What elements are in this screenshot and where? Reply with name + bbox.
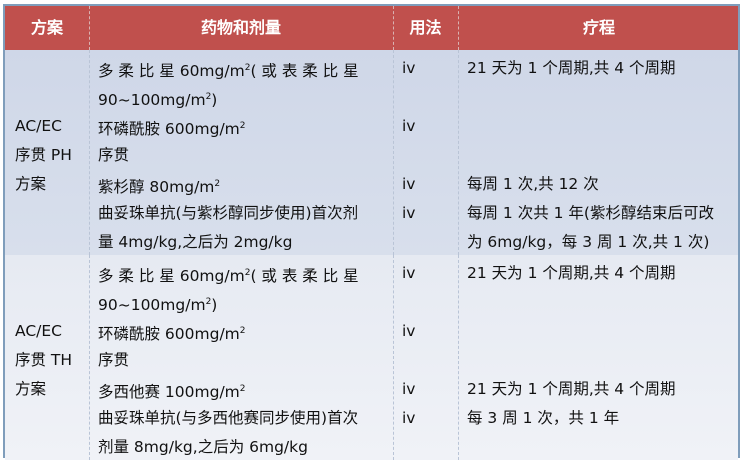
scheme-line: AC/EC (15, 322, 62, 340)
usage-line: iv (402, 117, 416, 135)
scheme-line (15, 404, 72, 433)
table-row: AC/EC 序贯 PH 方案 多 柔 比 星 60mg/m2( 或 表 柔 比 星 90… (5, 50, 738, 256)
usage-line: iv (402, 322, 416, 340)
cell-drugs: 多 柔 比 星 60mg/m2( 或 表 柔 比 星 90~100mg/m2) 环磷… (98, 54, 359, 257)
cell-drugs: 多 柔 比 星 60mg/m2( 或 表 柔 比 星 90~100mg/m2) 环磷… (98, 259, 359, 462)
course-line: 21 天为 1 个周期,共 4 个周期 (467, 264, 676, 282)
drugs-line: 剂量 8mg/kg,之后为 6mg/kg (98, 438, 308, 456)
course-line: 21 天为 1 个周期,共 4 个周期 (467, 59, 676, 77)
scheme-line: 序贯 TH (15, 351, 73, 369)
scheme-line (15, 199, 72, 228)
course-line (467, 288, 676, 317)
usage-line: iv (402, 380, 416, 398)
scheme-line (15, 83, 72, 112)
drugs-line: 曲妥珠单抗(与紫杉醇同步使用)首次剂 (98, 204, 359, 222)
drugs-line: 环磷酰胺 600mg/m2 (98, 120, 246, 139)
table-header: 方案 药物和剂量 用法 疗程 (5, 6, 738, 50)
scheme-line: AC/EC (15, 117, 62, 135)
cell-usage: iv iv iv iv (402, 54, 415, 257)
header-course: 疗程 (582, 18, 615, 37)
course-line: 每周 1 次,共 12 次 (467, 175, 599, 193)
usage-line (402, 83, 415, 112)
usage-line: iv (402, 264, 416, 282)
course-line: 为 6mg/kg，每 3 周 1 次,共 1 次) (467, 233, 710, 251)
course-line (467, 141, 714, 170)
drugs-line: 量 4mg/kg,之后为 2mg/kg (98, 233, 293, 251)
course-line (467, 83, 714, 112)
course-line (467, 317, 676, 346)
cell-course: 21 天为 1 个周期,共 4 个周期 每周 1 次,共 12 次每周 1 次共 … (467, 54, 714, 257)
scheme-line: 序贯 PH (15, 146, 72, 164)
drugs-line: 序贯 (98, 146, 130, 164)
course-line: 21 天为 1 个周期,共 4 个周期 (467, 380, 676, 398)
scheme-line (15, 228, 72, 257)
usage-line: iv (402, 175, 416, 193)
scheme-line (15, 259, 72, 288)
scheme-line (15, 433, 72, 462)
header-scheme: 方案 (30, 18, 63, 37)
scheme-line (15, 54, 72, 83)
cell-scheme: AC/EC 序贯 TH 方案 (15, 259, 72, 462)
cell-usage: iv iv iv iv (402, 259, 415, 462)
course-line: 每 3 周 1 次，共 1 年 (467, 409, 620, 427)
drugs-line: 多 柔 比 星 60mg/m2( 或 表 柔 比 星 (98, 267, 359, 286)
header-usage: 用法 (409, 18, 442, 37)
usage-line (402, 346, 415, 375)
course-line (467, 346, 676, 375)
usage-line (402, 141, 415, 170)
drugs-line: 环磷酰胺 600mg/m2 (98, 325, 246, 344)
drugs-line: 多西他赛 100mg/m2 (98, 383, 246, 402)
course-line (467, 112, 714, 141)
cell-course: 21 天为 1 个周期,共 4 个周期 21 天为 1 个周期,共 4 个周期每 … (467, 259, 676, 462)
scheme-line: 方案 (15, 380, 47, 398)
cell-scheme: AC/EC 序贯 PH 方案 (15, 54, 72, 257)
drugs-line: 90~100mg/m2) (98, 91, 218, 110)
usage-line (402, 433, 415, 462)
table-row: AC/EC 序贯 TH 方案 多 柔 比 星 60mg/m2( 或 表 柔 比 星 90… (5, 255, 738, 460)
usage-line (402, 288, 415, 317)
scheme-line: 方案 (15, 175, 47, 193)
drugs-line: 90~100mg/m2) (98, 296, 218, 315)
header-drugs: 药物和剂量 (200, 18, 281, 37)
scheme-line (15, 288, 72, 317)
drugs-line: 紫杉醇 80mg/m2 (98, 178, 221, 197)
usage-line: iv (402, 59, 416, 77)
usage-line: iv (402, 409, 416, 427)
drugs-line: 序贯 (98, 351, 130, 369)
usage-line: iv (402, 204, 416, 222)
course-line: 每周 1 次共 1 年(紫杉醇结束后可改 (467, 204, 714, 222)
course-line (467, 433, 676, 462)
drugs-line: 多 柔 比 星 60mg/m2( 或 表 柔 比 星 (98, 62, 359, 81)
drugs-line: 曲妥珠单抗(与多西他赛同步使用)首次 (98, 409, 359, 427)
usage-line (402, 228, 415, 257)
regimen-table: 方案 药物和剂量 用法 疗程 AC/EC 序贯 PH 方案多 柔 比 星 60mg/… (3, 4, 740, 460)
